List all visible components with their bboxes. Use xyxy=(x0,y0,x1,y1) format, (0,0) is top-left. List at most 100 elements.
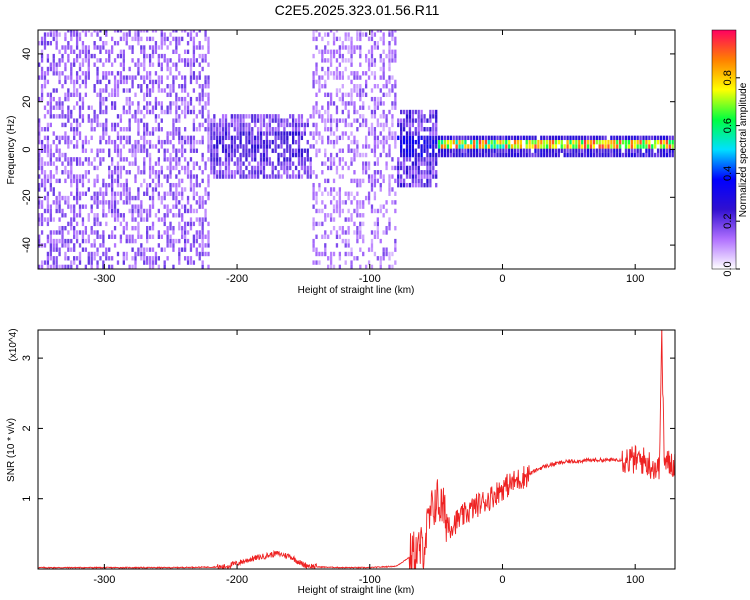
spectrogram-cell xyxy=(146,36,149,42)
spectrogram-cell xyxy=(40,53,44,59)
spectrogram-cell xyxy=(143,170,146,175)
spectrogram-cell xyxy=(46,127,50,132)
spectrogram-cell xyxy=(151,79,155,85)
spectrogram-cell xyxy=(385,122,388,128)
spectrogram-cell xyxy=(189,243,193,248)
spectrogram-cell xyxy=(376,105,379,110)
spectrogram-cell xyxy=(108,135,111,141)
spectrogram-cell xyxy=(394,208,397,214)
spectrogram-cell xyxy=(148,182,152,188)
spectrogram-cell xyxy=(93,127,96,132)
spectrogram-cell xyxy=(350,217,353,222)
spectrogram-cell xyxy=(324,45,327,50)
spectrogram-cell xyxy=(557,139,560,145)
spectrogram-cell xyxy=(70,204,73,209)
spectrogram-cell xyxy=(566,135,569,141)
spectrogram-cell xyxy=(324,247,327,252)
spectrogram-cell xyxy=(332,144,336,149)
spectrogram-cell xyxy=(335,135,339,141)
spectrogram-cell xyxy=(67,96,70,102)
spectrogram-cell xyxy=(178,105,181,110)
spectrogram-cell xyxy=(119,148,123,153)
spectrogram-cell xyxy=(344,230,347,235)
spectrogram-cell xyxy=(154,260,158,265)
spectrogram-cell xyxy=(64,32,67,37)
spectrogram-cell xyxy=(417,174,420,179)
spectrogram-cell xyxy=(367,75,371,80)
spectrogram-cell xyxy=(49,101,52,106)
spectrogram-cell xyxy=(370,247,374,252)
spectrogram-cell xyxy=(110,157,114,162)
spectrogram-cell xyxy=(201,66,204,72)
spectrogram-cell xyxy=(335,88,339,93)
spectrogram-cell xyxy=(125,139,128,145)
spectrogram-cell xyxy=(186,62,190,67)
spectrogram-cell xyxy=(49,234,52,239)
spectrogram-cell xyxy=(370,88,374,93)
spectrogram-cell xyxy=(292,161,295,166)
spectrogram-cell xyxy=(87,234,90,239)
spectrogram-cell xyxy=(122,213,125,218)
spectrogram-cell xyxy=(113,88,117,93)
spectrogram-cell xyxy=(160,165,163,171)
spectrogram-cell xyxy=(329,213,333,218)
spectrogram-cell xyxy=(110,191,114,196)
spectrogram-cell xyxy=(405,135,409,141)
spectrogram-cell xyxy=(128,105,131,110)
spectrogram-cell xyxy=(432,144,435,149)
spectrogram-cell xyxy=(359,114,362,119)
spectrogram-cell xyxy=(143,49,146,54)
spectrogram-cell xyxy=(75,88,79,93)
spectrogram-cell xyxy=(172,148,175,153)
spectrogram-cell xyxy=(388,92,391,98)
spectrogram-cell xyxy=(429,114,432,119)
spectrogram-cell xyxy=(648,148,651,153)
spectrogram-cell xyxy=(309,157,312,162)
spectrogram-cell xyxy=(96,234,99,239)
spectrogram-cell xyxy=(429,127,432,132)
spectrogram-cell xyxy=(175,92,178,98)
spectrogram-cell xyxy=(75,92,79,98)
spectrogram-cell xyxy=(548,148,552,153)
spectrogram-cell xyxy=(73,79,76,85)
spectrogram-cell xyxy=(262,174,266,179)
spectrogram-cell xyxy=(560,144,563,149)
spectrogram-cell xyxy=(274,139,277,145)
spectrogram-cell xyxy=(134,36,137,42)
spectrogram-cell xyxy=(572,152,575,158)
spectrogram-cell xyxy=(70,45,73,50)
spectrogram-cell xyxy=(116,161,120,166)
spectrogram-cell xyxy=(335,165,339,171)
spectrogram-cell xyxy=(350,251,353,257)
spectrogram-cell xyxy=(81,118,85,123)
spectrogram-cell xyxy=(189,32,193,37)
spectrogram-cell xyxy=(70,122,73,128)
spectrogram-cell xyxy=(245,174,248,179)
spectrogram-cell xyxy=(81,96,85,102)
spectrogram-cell xyxy=(148,234,152,239)
spectrogram-cell xyxy=(385,79,388,85)
spectrogram-cell xyxy=(137,62,140,67)
spectrogram-cell xyxy=(236,161,239,166)
spectrogram-cell xyxy=(67,243,70,248)
spectrogram-cell xyxy=(490,135,493,141)
spectrogram-cell xyxy=(616,152,619,158)
spectrogram-cell xyxy=(67,40,70,46)
spectrogram-cell xyxy=(470,135,473,141)
spectrogram-cell xyxy=(87,170,90,175)
spectrogram-cell xyxy=(78,161,82,166)
spectrogram-cell xyxy=(186,139,190,145)
spectrogram-cell xyxy=(356,256,359,261)
spectrogram-cell xyxy=(67,200,70,205)
spectrogram-cell xyxy=(251,152,254,158)
spectrogram-cell xyxy=(522,152,525,158)
spectrogram-cell xyxy=(251,135,254,141)
spectrogram-cell xyxy=(239,114,242,119)
spectrogram-cell xyxy=(400,165,403,171)
spectrogram-cell xyxy=(93,221,96,227)
spectrogram-cell xyxy=(183,208,187,214)
spectrogram-cell xyxy=(332,40,336,46)
spectrogram-cell xyxy=(408,157,412,162)
spectrogram-cell xyxy=(300,118,304,123)
spectrogram-cell xyxy=(370,208,374,214)
